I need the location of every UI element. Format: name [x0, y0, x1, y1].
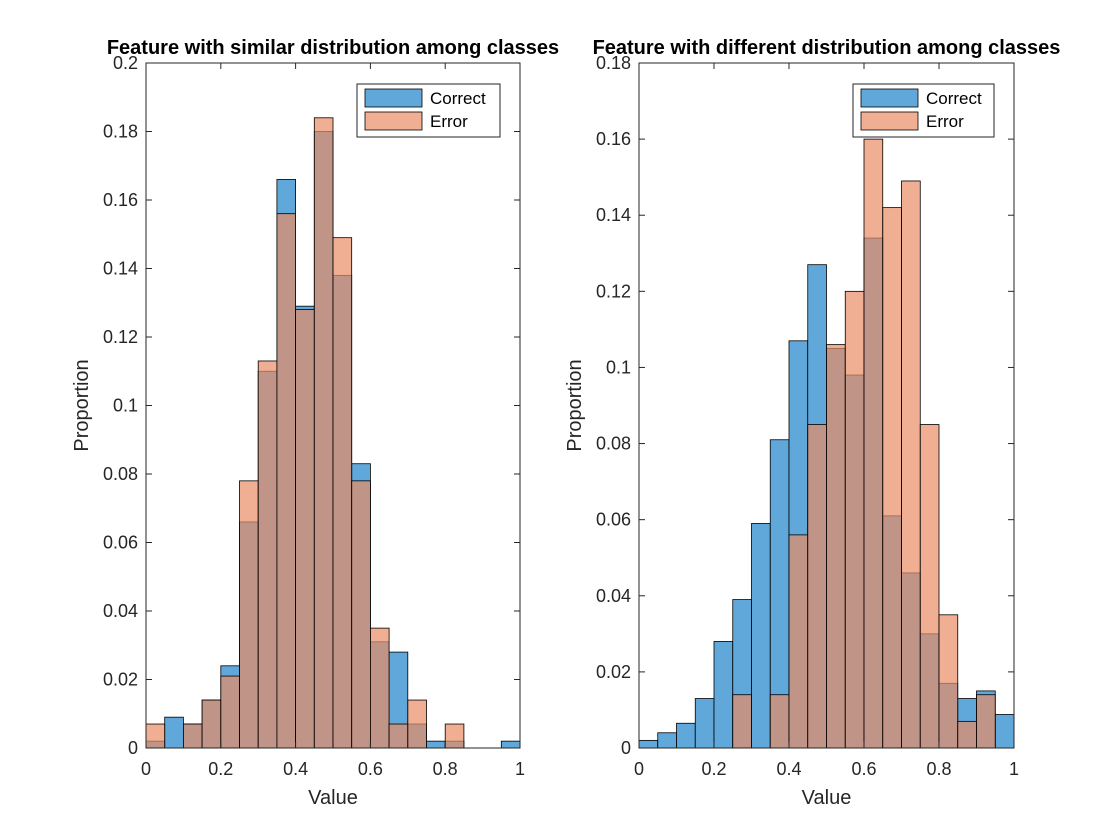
x-tick-label: 0 [141, 759, 151, 779]
bar-correct-15 [426, 740, 446, 749]
legend-swatch-error [364, 111, 423, 131]
x-tick-label: 0 [634, 759, 644, 779]
bar-error-6 [257, 360, 278, 749]
bar-error-14 [901, 180, 921, 749]
bar-error-7 [276, 213, 296, 749]
y-tick-label: 0.1 [606, 357, 631, 377]
bar-error-16 [444, 723, 465, 749]
y-tick-label: 0.04 [596, 586, 631, 606]
y-tick-label: 0.2 [113, 53, 138, 73]
y-axis-label: Proportion [71, 359, 93, 451]
y-tick-label: 0.14 [596, 205, 631, 225]
bar-error-10 [332, 237, 353, 749]
bar-error-13 [882, 207, 902, 749]
bar-error-12 [863, 138, 884, 749]
x-tick-label: 0.6 [851, 759, 876, 779]
y-tick-label: 0.12 [103, 327, 138, 347]
right-histogram-panel: 0 0.2 0.4 0.6 0.8 1 0 0.02 0.04 0.06 0.08 0.1 0.12 0.… [564, 37, 1060, 809]
x-axis-label: Value [308, 787, 358, 809]
bar-error-7 [769, 694, 790, 749]
legend-swatch-correct [364, 88, 423, 108]
bar-error-12 [369, 627, 390, 749]
bar-error-14 [407, 699, 427, 749]
bar-error-0 [145, 723, 166, 749]
y-tick-label: 0.06 [596, 510, 631, 530]
x-tick-label: 0.2 [208, 759, 233, 779]
bar-correct-1 [657, 732, 677, 749]
bar-error-3 [201, 699, 222, 749]
y-tick-label: 0.04 [103, 601, 138, 621]
legend-label-error: Error [926, 112, 964, 131]
series-error [145, 117, 465, 749]
bar-error-16 [938, 614, 959, 749]
bar-correct-0 [638, 739, 659, 749]
series-error [732, 138, 996, 749]
axes-box [638, 62, 1015, 749]
bar-error-9 [313, 117, 334, 749]
legend-label-correct: Correct [430, 89, 486, 108]
legend-swatch-error [860, 111, 919, 131]
bar-correct-1 [164, 716, 184, 749]
chart-title: Feature with different distribution amon… [593, 37, 1061, 59]
legend: Correct Error [852, 83, 995, 138]
x-tick-label: 0.2 [701, 759, 726, 779]
y-tick-label: 0.02 [596, 662, 631, 682]
x-tick-label: 0.4 [283, 759, 308, 779]
y-tick-label: 0.06 [103, 533, 138, 553]
x-tick-label: 1 [515, 759, 525, 779]
bar-error-2 [182, 723, 203, 749]
y-tick-label: 0.18 [596, 53, 631, 73]
y-tick-label: 0 [621, 738, 631, 758]
bar-correct-4 [713, 641, 734, 749]
y-tick-label: 0.16 [596, 129, 631, 149]
bar-correct-3 [694, 698, 715, 749]
bar-correct-6 [751, 523, 771, 749]
bar-error-11 [844, 290, 865, 749]
y-tick-label: 0.14 [103, 259, 138, 279]
bar-error-5 [732, 694, 752, 749]
x-tick-label: 0.4 [776, 759, 801, 779]
bar-error-18 [976, 694, 996, 749]
legend-swatch-correct [860, 88, 919, 108]
x-tick-label: 1 [1009, 759, 1019, 779]
y-tick-label: 0 [128, 738, 138, 758]
y-tick-label: 0.02 [103, 670, 138, 690]
y-tick-label: 0.12 [596, 281, 631, 301]
bar-error-13 [388, 723, 409, 749]
y-tick-label: 0.18 [103, 122, 138, 142]
legend-label-error: Error [430, 112, 468, 131]
bar-error-15 [919, 424, 940, 749]
bar-error-8 [295, 309, 315, 749]
bar-error-5 [239, 480, 259, 749]
x-tick-label: 0.6 [358, 759, 383, 779]
legend: Correct Error [356, 83, 501, 138]
x-axis-label: Value [802, 787, 852, 809]
x-tick-label: 0.8 [926, 759, 951, 779]
y-tick-label: 0.16 [103, 190, 138, 210]
bar-correct-19 [994, 714, 1015, 749]
bar-error-9 [807, 424, 827, 749]
bar-error-4 [220, 675, 240, 749]
bar-error-10 [826, 344, 846, 749]
x-tick-label: 0.8 [433, 759, 458, 779]
bar-correct-19 [500, 740, 521, 749]
chart-title: Feature with similar distribution among … [107, 37, 559, 59]
legend-label-correct: Correct [926, 89, 982, 108]
y-tick-label: 0.08 [103, 464, 138, 484]
bar-correct-2 [676, 722, 696, 749]
y-axis-label: Proportion [564, 359, 586, 451]
y-tick-label: 0.1 [113, 396, 138, 416]
y-tick-label: 0.08 [596, 434, 631, 454]
left-histogram-panel: 0 0.2 0.4 0.6 0.8 1 0 0.02 0.04 0.06 0.08 0.1 0.12 0.… [71, 37, 559, 809]
bar-error-11 [351, 480, 371, 749]
bar-error-17 [957, 720, 977, 749]
bar-error-8 [788, 534, 809, 749]
